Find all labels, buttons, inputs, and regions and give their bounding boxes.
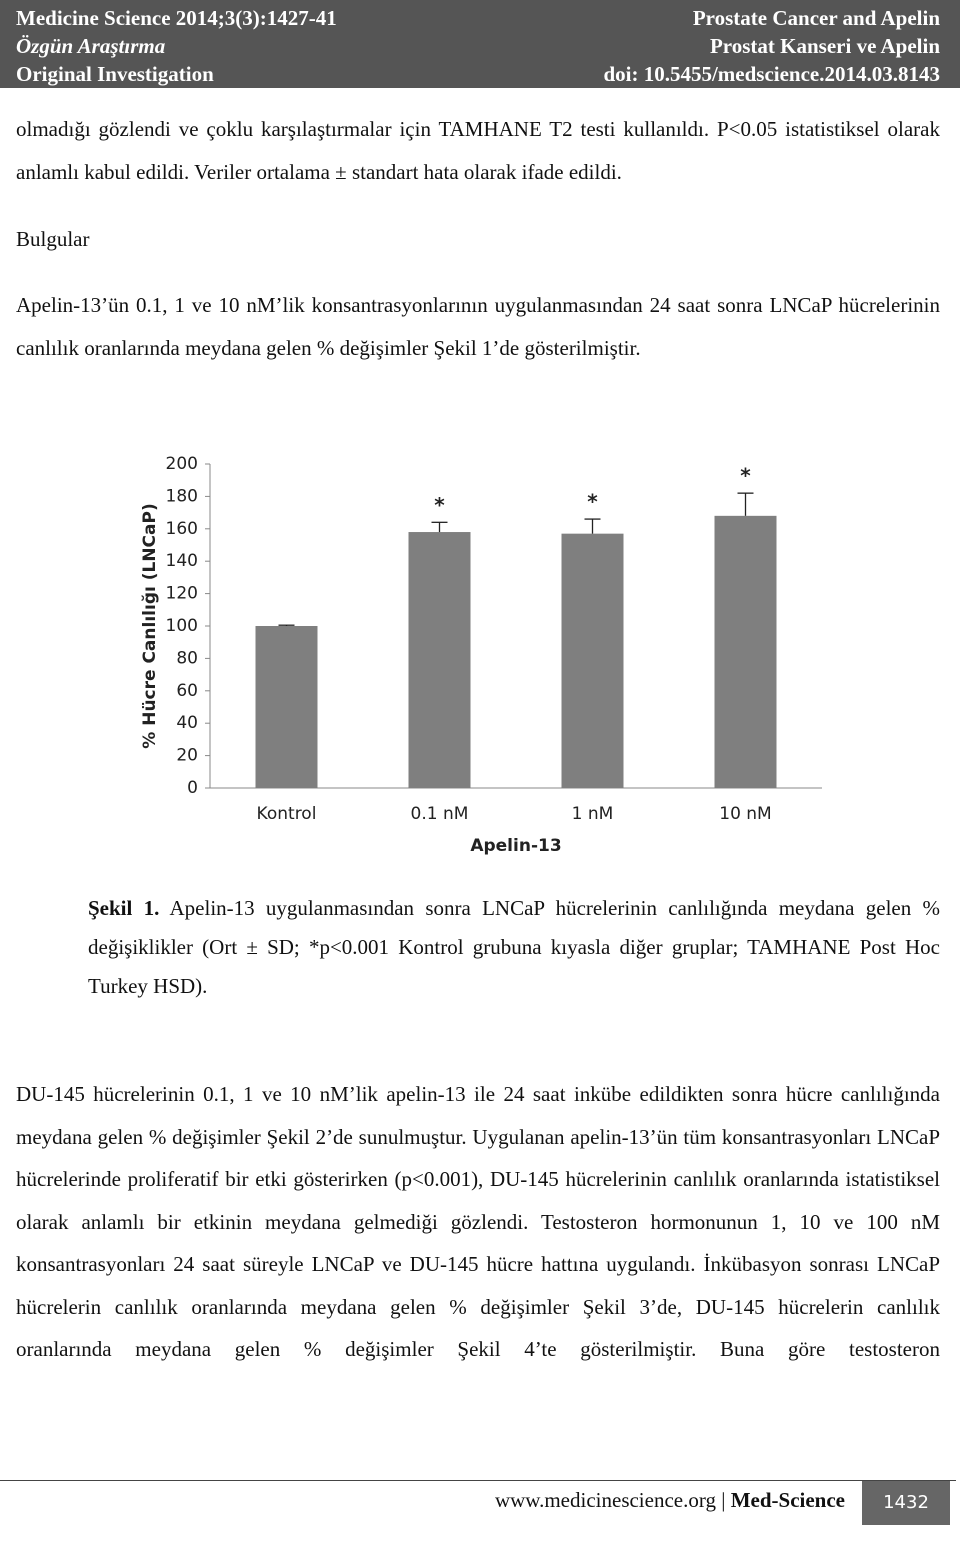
y-tick-label: 180 — [166, 486, 198, 506]
x-tick-label: 10 nM — [719, 804, 771, 824]
figure-caption: Şekil 1. Apelin-13 uygulanmasından sonra… — [88, 889, 940, 1006]
significance-mark: * — [740, 464, 751, 488]
bar — [714, 515, 777, 788]
y-tick-label: 80 — [176, 648, 198, 668]
caption-label: Şekil 1. — [88, 896, 160, 920]
running-title-tr: Prostat Kanseri ve Apelin — [709, 34, 940, 58]
y-tick-label: 40 — [176, 713, 198, 733]
y-tick-label: 20 — [176, 746, 198, 766]
y-tick-label: 140 — [166, 551, 198, 571]
significance-mark: * — [434, 493, 445, 517]
footer-journal: Med-Science — [730, 1488, 845, 1512]
article-type-tr: Özgün Araştırma — [16, 34, 166, 58]
y-axis-label: % Hücre Canlılığı (LNCaP) — [140, 503, 160, 748]
article-type-en: Original Investigation — [16, 62, 214, 86]
running-title-en: Prostate Cancer and Apelin — [692, 6, 940, 30]
bar — [255, 626, 318, 788]
x-axis-label: Apelin-13 — [470, 836, 561, 856]
y-tick-label: 160 — [166, 519, 198, 539]
y-tick-label: 100 — [166, 616, 198, 636]
x-tick-label: 1 nM — [572, 804, 614, 824]
paragraph: Apelin-13’ün 0.1, 1 ve 10 nM’lik konsant… — [16, 293, 940, 360]
paragraph: olmadığı gözlendi ve çoklu karşılaştırma… — [16, 117, 940, 184]
bar — [408, 532, 471, 788]
doi: doi: 10.5455/medscience.2014.03.8143 — [603, 62, 940, 86]
bar — [561, 533, 624, 788]
chart: 0 20 40 60 80 100 120 140 160 180 200 % Hücre Canlı… — [140, 454, 822, 856]
footer-rule — [0, 1480, 956, 1481]
footer-url: www.medicinescience.org — [494, 1488, 716, 1512]
y-tick-label: 120 — [166, 584, 198, 604]
footer-site: www.medicinescience.org | Med-Science — [494, 1488, 845, 1512]
y-tick-label: 200 — [166, 454, 198, 474]
page-number: 1432 — [862, 1481, 950, 1525]
journal-citation: Medicine Science 2014;3(3):1427-41 — [16, 6, 337, 30]
section-heading: Bulgular — [16, 227, 90, 251]
x-tick-label: Kontrol — [257, 804, 317, 824]
y-tick-label: 60 — [176, 681, 198, 701]
y-tick-label: 0 — [187, 778, 198, 798]
significance-mark: * — [587, 490, 598, 514]
caption-text: Apelin-13 uygulanmasından sonra LNCaP hü… — [88, 896, 940, 998]
header: Medicine Science 2014;3(3):1427-41 Özgün… — [0, 0, 960, 88]
paragraph: DU-145 hücrelerinin 0.1, 1 ve 10 nM’lik … — [16, 1082, 940, 1361]
x-tick-label: 0.1 nM — [411, 804, 469, 824]
